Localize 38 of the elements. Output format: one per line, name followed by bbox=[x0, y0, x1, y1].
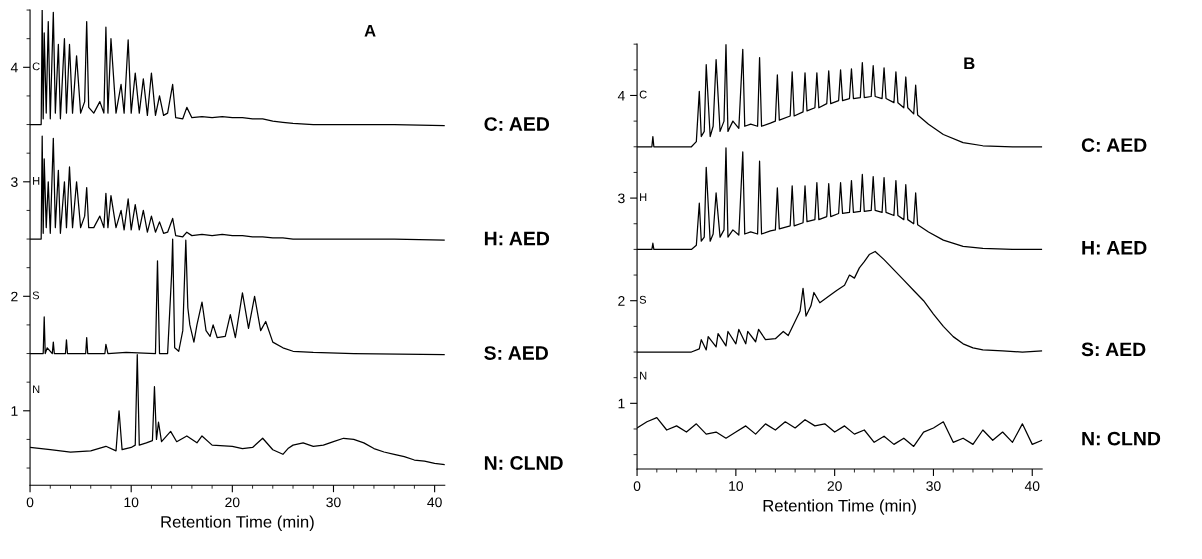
text: C: AED bbox=[484, 117, 550, 131]
x-axis-title: Retention Time (min) bbox=[763, 499, 916, 515]
annotation: S bbox=[32, 291, 40, 300]
y-tick-label: 2 bbox=[11, 291, 18, 302]
annotation: H bbox=[640, 193, 647, 201]
x-tick-label: 0 bbox=[26, 497, 34, 508]
text: H: AED bbox=[1082, 241, 1147, 255]
y-tick-label: 3 bbox=[11, 177, 18, 187]
y-tick-label: 4 bbox=[617, 90, 625, 101]
x-tick-label: 0 bbox=[633, 481, 641, 492]
x-tick-label: 30 bbox=[926, 481, 941, 492]
annotation: S bbox=[639, 295, 647, 304]
text: A bbox=[364, 24, 376, 37]
x-tick-label: 10 bbox=[729, 481, 744, 492]
text: S: AED bbox=[484, 346, 548, 360]
annotation: N bbox=[640, 371, 647, 380]
x-tick-label: 20 bbox=[225, 497, 240, 508]
annotation: C bbox=[639, 90, 647, 99]
annotation: C bbox=[32, 62, 40, 71]
text: S: AED bbox=[1081, 342, 1146, 357]
y-tick-label: 1 bbox=[11, 406, 18, 416]
text: N: CLND bbox=[1082, 431, 1161, 446]
y-tick-label: 3 bbox=[618, 193, 625, 204]
x-tick-label: 20 bbox=[827, 481, 842, 492]
text: B bbox=[964, 57, 975, 69]
text: H: AED bbox=[484, 231, 550, 246]
x-axis-title: Retention Time (min) bbox=[161, 515, 314, 532]
x-tick-label: 40 bbox=[1024, 481, 1040, 492]
text: N: CLND bbox=[484, 456, 563, 470]
x-tick-label: 10 bbox=[124, 497, 139, 508]
y-tick-label: 4 bbox=[10, 62, 18, 73]
y-tick-label: 1 bbox=[618, 398, 625, 409]
annotation: N bbox=[33, 385, 40, 394]
y-tick-label: 2 bbox=[618, 296, 625, 306]
x-tick-label: 40 bbox=[427, 497, 442, 508]
annotation: H bbox=[33, 177, 40, 185]
x-tick-label: 30 bbox=[326, 497, 341, 508]
text: C: AED bbox=[1081, 138, 1147, 152]
